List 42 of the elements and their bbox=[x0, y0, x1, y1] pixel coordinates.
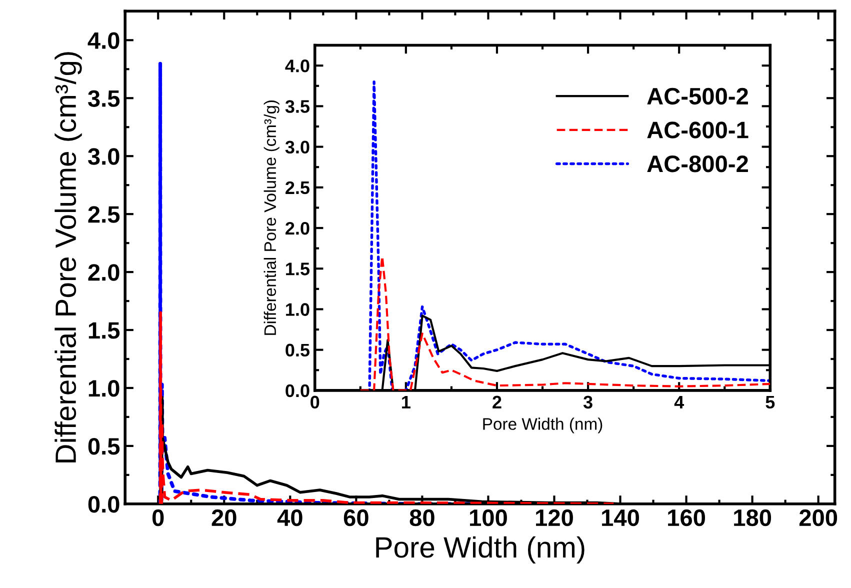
x-tick-label: 0 bbox=[152, 509, 164, 526]
x-tick-label: 160 bbox=[668, 509, 706, 526]
x-tick-label: 180 bbox=[734, 509, 772, 526]
y-tick-label: 1.0 bbox=[286, 303, 310, 316]
x-tick-label: 80 bbox=[410, 509, 434, 526]
x-tick-label: 1 bbox=[402, 396, 410, 408]
y-tick-label: 0.0 bbox=[286, 384, 310, 398]
y-tick-label: 4.0 bbox=[88, 32, 120, 49]
y-tick-label: 1.5 bbox=[286, 262, 310, 276]
y-tick-label: 4.0 bbox=[285, 60, 310, 72]
y-tick-label: 1.5 bbox=[88, 322, 120, 339]
legend-label: AC-500-2 bbox=[647, 88, 748, 105]
legend-label: AC-800-2 bbox=[647, 155, 748, 172]
x-tick-label: 2 bbox=[492, 396, 502, 408]
y-tick-label: 3.5 bbox=[285, 100, 310, 113]
y-tick-label: 2.0 bbox=[286, 222, 310, 235]
x-tick-label: 0 bbox=[310, 396, 320, 409]
legend-label: AC-600-1 bbox=[647, 122, 748, 138]
y-tick-label: 3.0 bbox=[88, 148, 120, 165]
x-tick-label: 100 bbox=[470, 509, 507, 526]
x-tick-label: 3 bbox=[583, 396, 592, 409]
y-tick-label: 2.0 bbox=[88, 264, 120, 281]
y-tick-label: 3.5 bbox=[88, 90, 120, 107]
x-tick-label: 200 bbox=[799, 509, 838, 526]
y-tick-label: 0.5 bbox=[88, 438, 120, 455]
y-tick-label: 3.0 bbox=[285, 140, 310, 154]
y-axis-title: Differential Pore Volume (cm³/g) bbox=[264, 100, 280, 335]
y-tick-label: 1.0 bbox=[88, 380, 120, 397]
y-tick-label: 2.5 bbox=[88, 206, 120, 223]
x-tick-label: 140 bbox=[602, 509, 639, 526]
y-tick-label: 0.5 bbox=[286, 344, 310, 357]
y-tick-label: 2.5 bbox=[286, 181, 310, 194]
x-axis-title: Pore Width (nm) bbox=[376, 536, 584, 564]
x-tick-label: 5 bbox=[766, 396, 775, 409]
x-tick-label: 20 bbox=[212, 509, 236, 526]
x-tick-label: 120 bbox=[536, 509, 573, 526]
y-axis-title: Differential Pore Volume (cm³/g) bbox=[54, 52, 82, 462]
x-tick-label: 40 bbox=[277, 509, 302, 526]
x-tick-label: 60 bbox=[344, 509, 368, 526]
x-axis-title: Pore Width (nm) bbox=[483, 418, 602, 434]
y-tick-label: 0.0 bbox=[88, 496, 120, 513]
x-tick-label: 4 bbox=[674, 396, 684, 408]
